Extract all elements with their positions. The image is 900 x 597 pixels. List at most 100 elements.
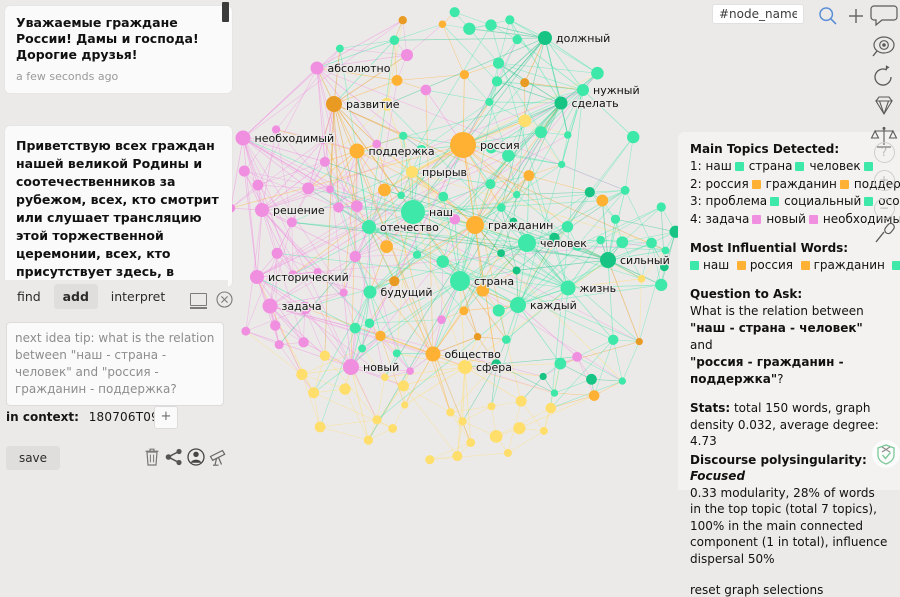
save-button[interactable]: save <box>6 446 60 470</box>
graph-node[interactable] <box>401 49 413 61</box>
graph-node-labeled[interactable] <box>350 144 365 159</box>
speech-card[interactable]: Приветствую всех граждан нашей великой Р… <box>5 126 232 287</box>
graph-node[interactable] <box>463 23 475 35</box>
microphone-icon[interactable] <box>868 218 900 248</box>
graph-node[interactable] <box>340 289 348 297</box>
graph-node-labeled[interactable] <box>326 96 342 112</box>
graph-node[interactable] <box>308 387 319 398</box>
graph-node[interactable] <box>564 131 571 138</box>
node-search-input[interactable] <box>712 4 804 24</box>
topic-row[interactable]: 3: проблемасоциальныйосознать <box>690 193 888 211</box>
influential-word[interactable]: россия <box>750 258 801 272</box>
graph-node[interactable] <box>535 126 547 138</box>
graph-node[interactable] <box>485 179 495 189</box>
graph-node[interactable] <box>627 131 639 143</box>
topic-word[interactable]: человек <box>809 159 860 173</box>
graph-node[interactable] <box>540 427 548 435</box>
left-panel-scrollbar[interactable] <box>222 2 229 22</box>
tab-interpret[interactable]: interpret <box>102 284 175 309</box>
graph-node[interactable] <box>339 383 350 394</box>
topic-word[interactable]: социальный <box>784 194 861 208</box>
graph-node[interactable] <box>437 255 449 267</box>
graph-node[interactable] <box>502 335 511 344</box>
user-icon[interactable] <box>186 446 206 468</box>
graph-node[interactable] <box>320 351 330 361</box>
graph-node[interactable] <box>320 157 330 167</box>
comment-icon[interactable] <box>868 2 900 32</box>
graph-node[interactable] <box>551 389 558 396</box>
graph-node[interactable] <box>493 304 505 316</box>
graph-node[interactable] <box>406 367 414 375</box>
graph-node[interactable] <box>646 238 657 249</box>
graph-node[interactable] <box>572 352 582 362</box>
graph-node[interactable] <box>540 373 547 380</box>
graph-node[interactable] <box>608 335 618 345</box>
quote-card[interactable]: Уважаемые граждане России! Дамы и господ… <box>5 6 232 93</box>
graph-node[interactable] <box>393 349 401 357</box>
graph-node[interactable] <box>270 320 280 330</box>
reset-graph-selections-link[interactable]: reset graph selections <box>690 583 888 597</box>
graph-node[interactable] <box>239 166 250 177</box>
trash-icon[interactable] <box>142 446 162 468</box>
graph-node[interactable] <box>621 186 630 195</box>
graph-node-labeled[interactable] <box>450 132 476 158</box>
tab-add[interactable]: add <box>54 284 98 309</box>
graph-node[interactable] <box>439 20 447 28</box>
topic-word[interactable]: проблема <box>706 194 768 208</box>
graph-node[interactable] <box>375 331 385 341</box>
graph-node-labeled[interactable] <box>466 216 484 234</box>
shield-check-icon[interactable] <box>872 440 900 468</box>
graph-node[interactable] <box>589 390 600 401</box>
graph-node-labeled[interactable] <box>406 166 418 178</box>
graph-node[interactable] <box>504 449 512 457</box>
add-context-button[interactable]: + <box>154 406 178 429</box>
graph-node-labeled[interactable] <box>364 286 377 299</box>
graph-node[interactable] <box>655 279 667 291</box>
graph-node[interactable] <box>298 337 308 347</box>
graph-node[interactable] <box>520 78 529 87</box>
close-icon[interactable] <box>216 291 233 308</box>
graph-node[interactable] <box>399 132 407 140</box>
graph-node[interactable] <box>296 369 307 380</box>
graph-node[interactable] <box>351 200 363 212</box>
graph-node[interactable] <box>513 35 522 44</box>
graph-node[interactable] <box>596 236 605 245</box>
graph-node[interactable] <box>358 345 366 353</box>
graph-node[interactable] <box>392 75 403 86</box>
graph-node[interactable] <box>466 438 475 447</box>
graph-node-labeled[interactable] <box>458 360 472 374</box>
graph-node[interactable] <box>619 377 626 384</box>
graph-node[interactable] <box>389 276 399 286</box>
graph-node[interactable] <box>438 192 448 202</box>
graph-node[interactable] <box>326 185 334 193</box>
graph-node[interactable] <box>555 358 567 370</box>
idea-input[interactable]: next idea tip: what is the relation betw… <box>6 322 224 406</box>
graph-node[interactable] <box>586 374 597 385</box>
graph-node[interactable] <box>596 195 608 207</box>
graph-node-labeled[interactable] <box>577 84 589 96</box>
graph-node[interactable] <box>474 333 481 340</box>
window-icon[interactable] <box>190 293 207 307</box>
graph-node[interactable] <box>333 202 343 212</box>
graph-node[interactable] <box>372 415 381 424</box>
graph-node-labeled[interactable] <box>250 270 264 284</box>
graph-node[interactable] <box>350 323 361 334</box>
graph-node[interactable] <box>381 373 389 381</box>
graph-node-labeled[interactable] <box>561 281 576 296</box>
topic-word[interactable]: наш <box>706 159 732 173</box>
refresh-icon[interactable] <box>868 62 900 92</box>
graph-node[interactable] <box>398 380 409 391</box>
graph-node[interactable] <box>611 215 620 224</box>
graph-node[interactable] <box>446 408 454 416</box>
graph-node[interactable] <box>546 403 557 414</box>
graph-node[interactable] <box>497 203 506 212</box>
graph-node-labeled[interactable] <box>362 220 376 234</box>
graph-node[interactable] <box>452 451 462 461</box>
graph-node[interactable] <box>287 217 297 227</box>
graph-node[interactable] <box>413 251 421 259</box>
graph-node[interactable] <box>459 306 468 315</box>
graph-node[interactable] <box>636 338 643 345</box>
graph-node[interactable] <box>505 15 514 24</box>
graph-node-labeled[interactable] <box>518 234 536 252</box>
